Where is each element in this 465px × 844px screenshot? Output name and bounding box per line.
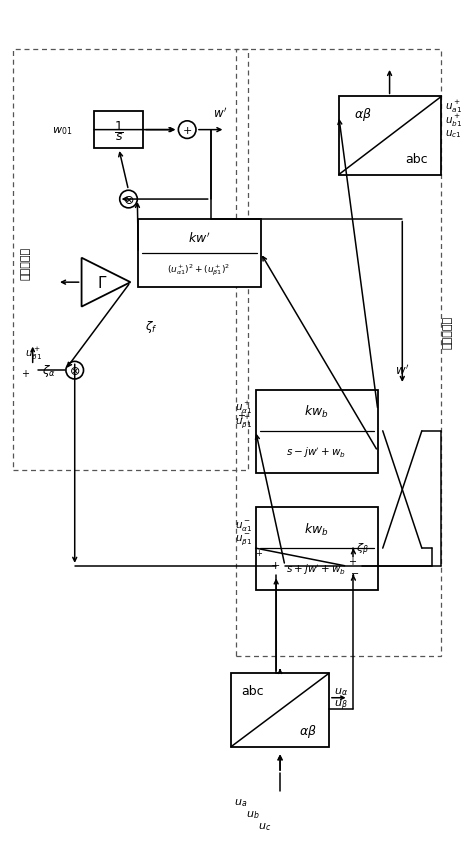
Circle shape — [66, 362, 84, 380]
Text: $u_{a1}^+$: $u_{a1}^+$ — [445, 99, 462, 115]
Circle shape — [267, 557, 285, 575]
Text: $u_c$: $u_c$ — [258, 820, 271, 831]
Circle shape — [345, 557, 362, 575]
Text: $kw^{\prime}$: $kw^{\prime}$ — [188, 231, 210, 246]
Text: $u_a$: $u_a$ — [234, 797, 247, 809]
Text: $u_{c1}$: $u_{c1}$ — [445, 128, 462, 140]
Text: $\alpha\beta$: $\alpha\beta$ — [354, 106, 372, 123]
Text: $\otimes$: $\otimes$ — [69, 365, 80, 377]
Bar — [256, 507, 378, 591]
Bar — [236, 51, 441, 656]
Text: abc: abc — [241, 684, 264, 697]
Text: $u_{\beta1}^+$: $u_{\beta1}^+$ — [235, 414, 252, 430]
Text: $-$: $-$ — [350, 566, 359, 576]
Text: $\dfrac{1}{s}$: $\dfrac{1}{s}$ — [114, 118, 124, 143]
Text: $+$: $+$ — [270, 560, 280, 571]
Text: $u_\alpha$: $u_\alpha$ — [334, 685, 348, 697]
Text: 线性锁频环: 线性锁频环 — [21, 246, 31, 280]
Text: $\zeta_f$: $\zeta_f$ — [145, 319, 158, 335]
Text: $\alpha\beta$: $\alpha\beta$ — [299, 722, 316, 739]
Bar — [256, 390, 378, 473]
Text: 滤波自适应: 滤波自适应 — [442, 315, 452, 349]
Text: $\zeta_\alpha$: $\zeta_\alpha$ — [42, 363, 56, 379]
Bar — [339, 97, 441, 176]
Text: $u_\beta$: $u_\beta$ — [334, 697, 348, 712]
Text: $\otimes$: $\otimes$ — [123, 193, 134, 206]
Text: $u_{b1}^+$: $u_{b1}^+$ — [445, 112, 463, 129]
Text: $+$: $+$ — [182, 125, 192, 136]
Text: $kw_b$: $kw_b$ — [304, 521, 329, 537]
Text: $kw_b$: $kw_b$ — [304, 403, 329, 419]
Circle shape — [120, 191, 137, 208]
Circle shape — [179, 122, 196, 139]
Text: $+$: $+$ — [255, 548, 264, 557]
Text: $w^{\prime}$: $w^{\prime}$ — [213, 106, 227, 121]
Text: $s+jw^{\prime}+w_b$: $s+jw^{\prime}+w_b$ — [286, 562, 346, 576]
Text: $w_{01}$: $w_{01}$ — [52, 125, 72, 137]
Text: $+$: $+$ — [21, 367, 30, 378]
Text: $u_{\beta1}^+$: $u_{\beta1}^+$ — [25, 345, 42, 361]
Bar — [13, 51, 248, 470]
Bar — [138, 219, 260, 288]
Text: $w^{\prime}$: $w^{\prime}$ — [395, 364, 410, 378]
Text: $\zeta_\beta$: $\zeta_\beta$ — [356, 541, 369, 558]
Text: $\Gamma$: $\Gamma$ — [97, 275, 107, 291]
Text: $u_{\alpha1}^+$: $u_{\alpha1}^+$ — [235, 400, 252, 416]
Text: $u_b$: $u_b$ — [246, 809, 259, 820]
Bar — [231, 674, 329, 747]
Text: $u_{\beta1}^-$: $u_{\beta1}^-$ — [235, 532, 252, 546]
Text: $s-jw^{\prime}+w_b$: $s-jw^{\prime}+w_b$ — [286, 445, 346, 459]
Bar — [94, 112, 143, 149]
Text: $u_{\alpha1}^-$: $u_{\alpha1}^-$ — [235, 518, 252, 532]
Text: $(u_{\alpha1}^+)^2+(u_{\beta1}^+)^2$: $(u_{\alpha1}^+)^2+(u_{\beta1}^+)^2$ — [167, 262, 231, 278]
Text: $+$: $+$ — [348, 555, 357, 566]
Text: abc: abc — [405, 154, 428, 166]
Text: $+$: $+$ — [237, 409, 246, 420]
